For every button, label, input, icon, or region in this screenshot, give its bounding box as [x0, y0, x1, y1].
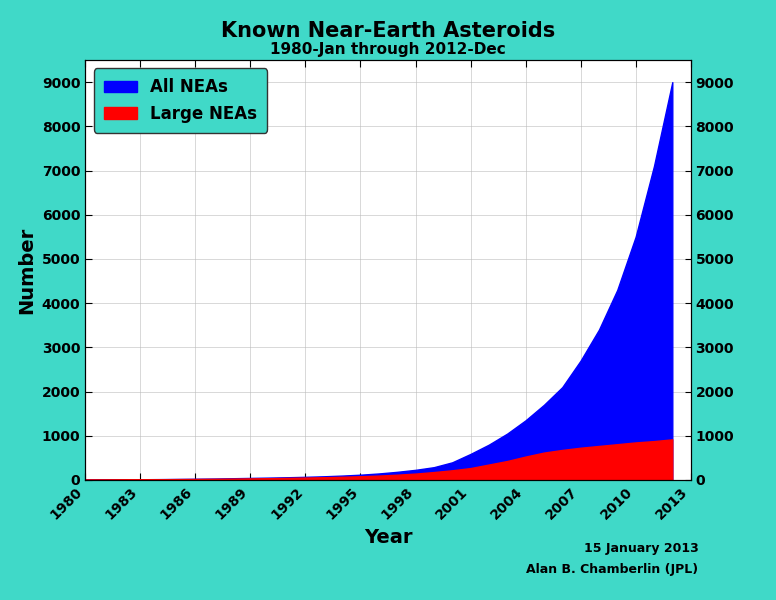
X-axis label: Year: Year — [364, 528, 412, 547]
Text: Alan B. Chamberlin (JPL): Alan B. Chamberlin (JPL) — [526, 563, 698, 576]
Legend: All NEAs, Large NEAs: All NEAs, Large NEAs — [94, 68, 268, 133]
Text: 1980-Jan through 2012-Dec: 1980-Jan through 2012-Dec — [270, 42, 506, 57]
Y-axis label: Number: Number — [17, 226, 36, 314]
Text: Known Near-Earth Asteroids: Known Near-Earth Asteroids — [221, 21, 555, 41]
Text: 15 January 2013: 15 January 2013 — [584, 542, 698, 555]
